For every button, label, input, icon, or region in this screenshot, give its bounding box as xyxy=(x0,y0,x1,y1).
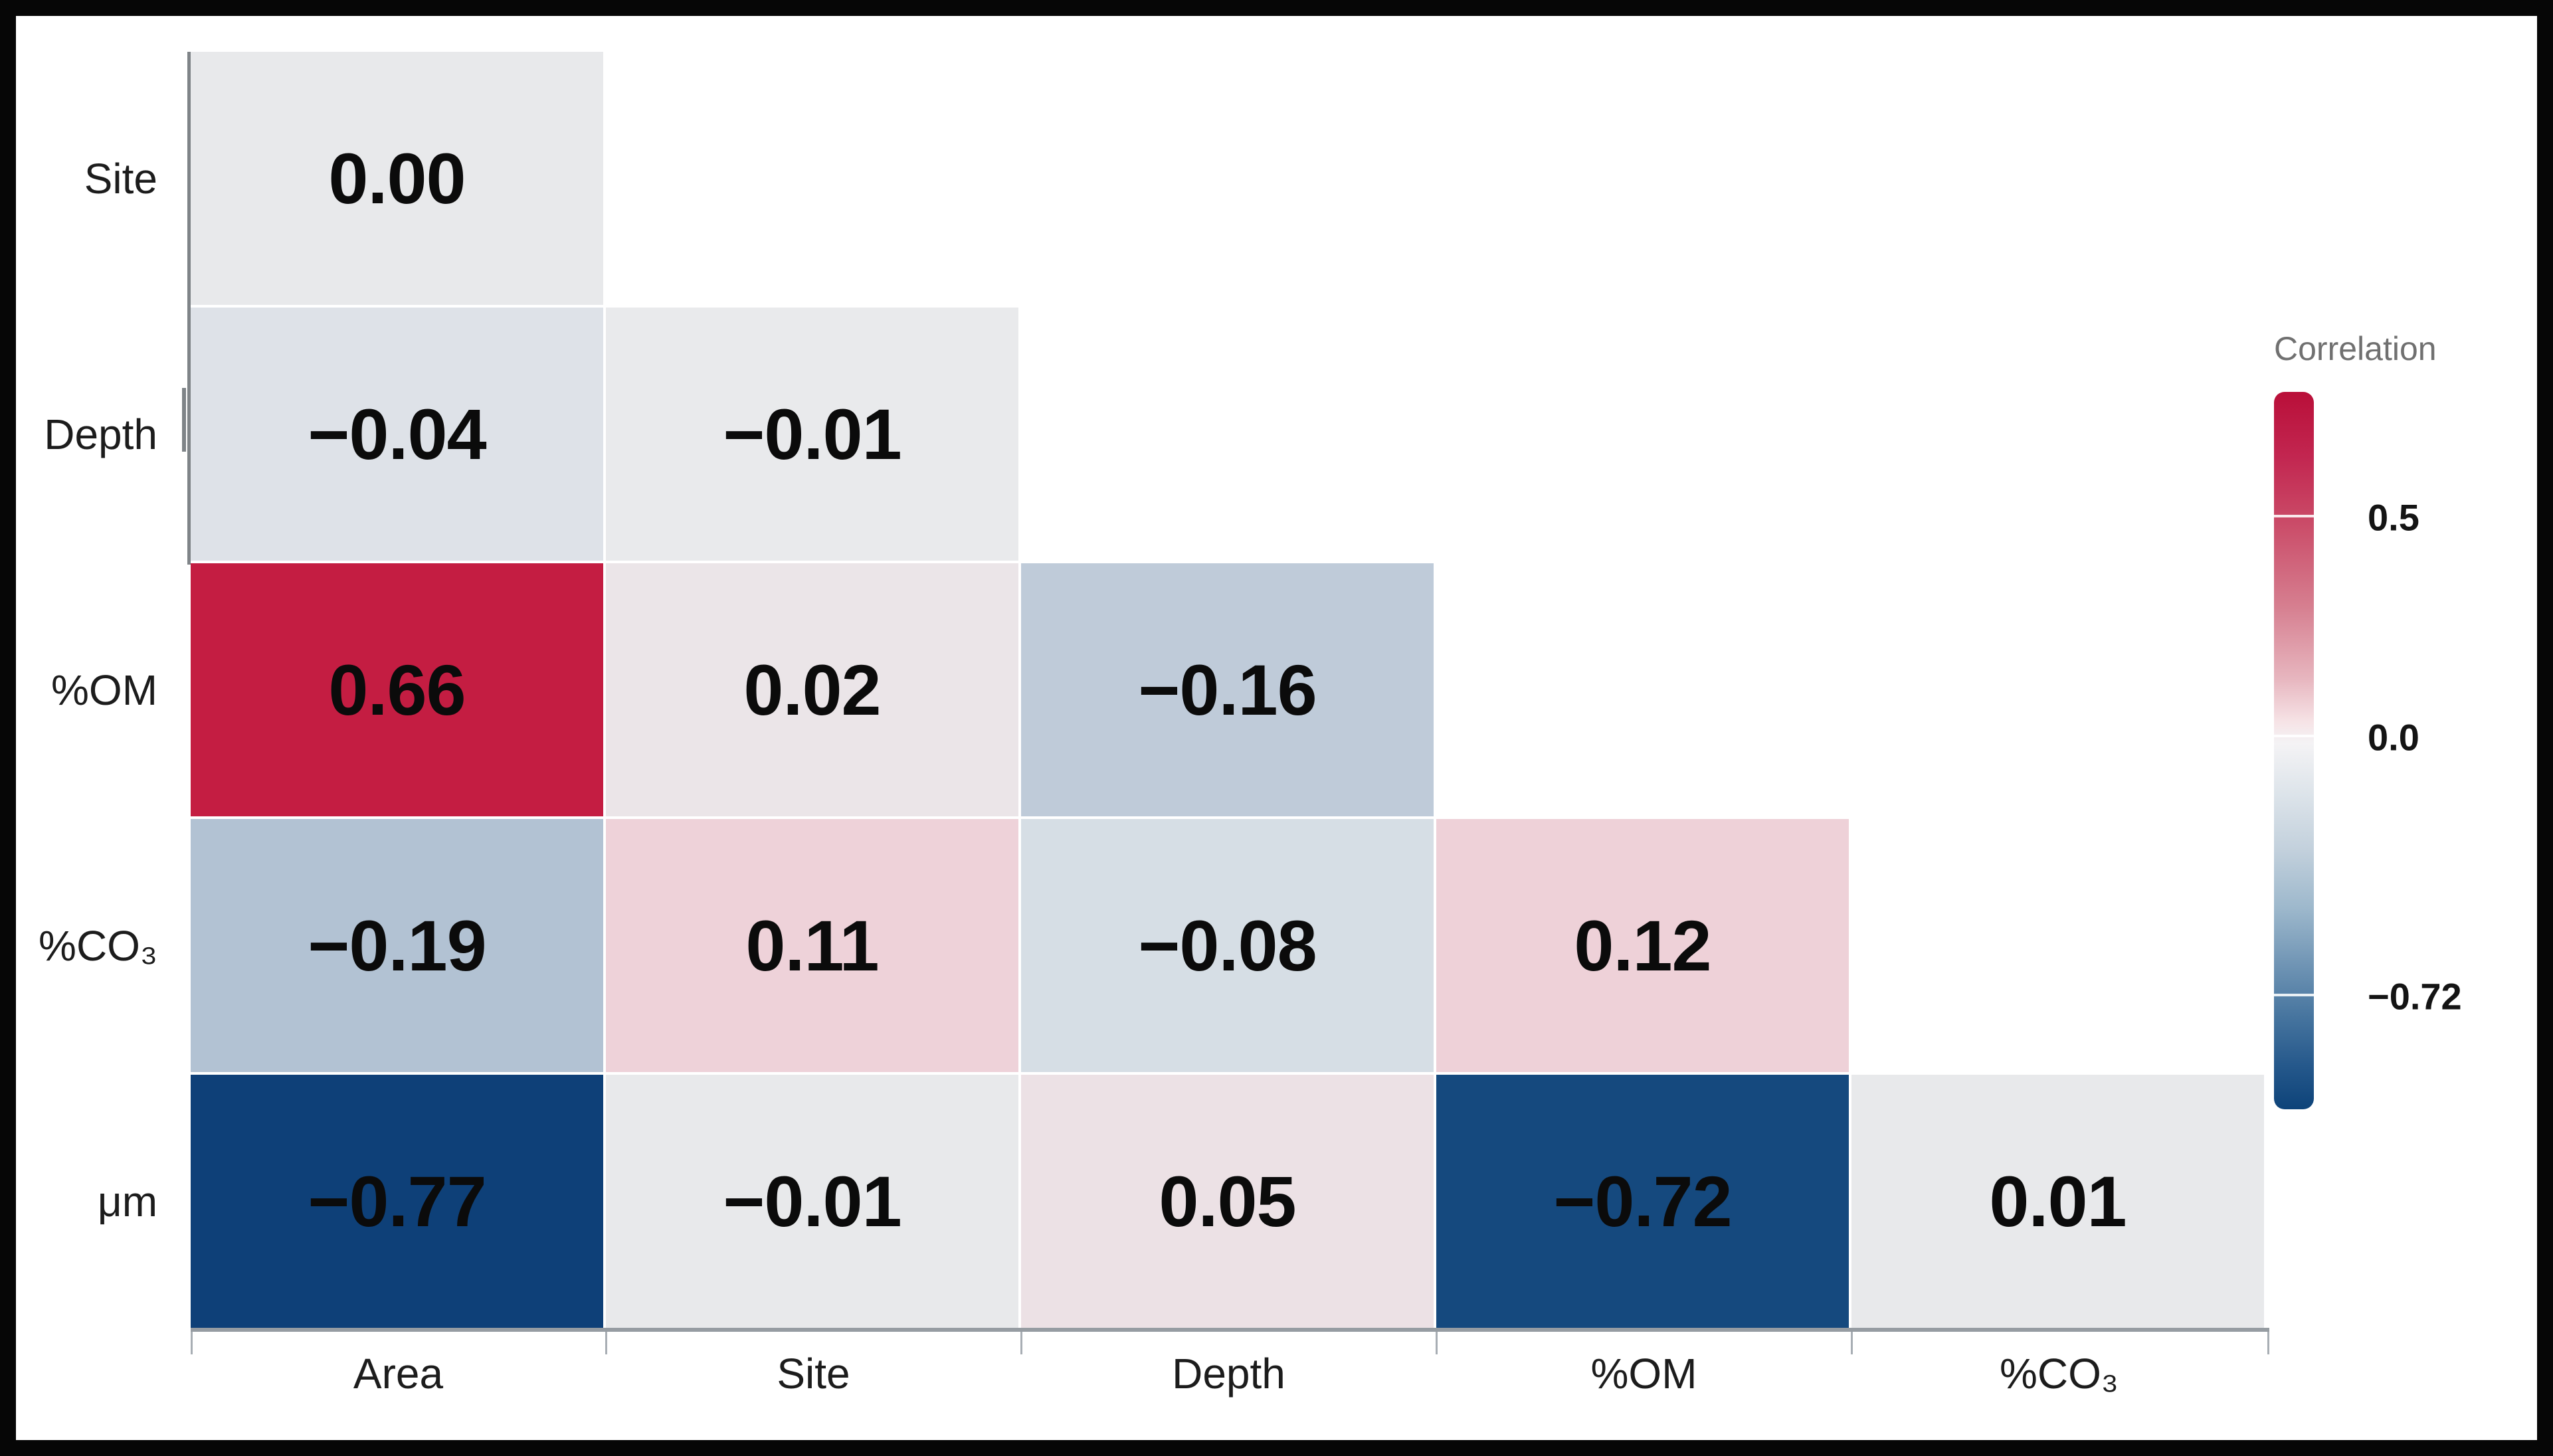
x-axis-line xyxy=(191,1328,2269,1332)
heatmap-cell-um-om: −0.72 xyxy=(1436,1075,1849,1328)
colorbar-title: Correlation xyxy=(2274,330,2437,367)
heatmap-cell-co3-site: 0.11 xyxy=(606,819,1018,1072)
heatmap-cell-um-depth: 0.05 xyxy=(1021,1075,1434,1328)
colorbar-tick-label-00: 0.0 xyxy=(2368,716,2419,759)
heatmap-cell-co3-om: 0.12 xyxy=(1436,819,1849,1072)
heatmap-cell-co3-area: −0.19 xyxy=(191,819,603,1072)
heatmap-cell-um-co3: 0.01 xyxy=(1851,1075,2264,1328)
x-axis-tick xyxy=(2267,1332,2269,1354)
x-axis-tick xyxy=(605,1332,607,1354)
x-axis-tick xyxy=(191,1332,193,1354)
heatmap-cell-um-area: −0.77 xyxy=(191,1075,603,1328)
col-label-co3: %CO₃ xyxy=(2000,1350,2119,1398)
heatmap-cell-co3-depth: −0.08 xyxy=(1021,819,1434,1072)
heatmap-grid: 0.00 −0.04 −0.01 0.66 0.02 −0.16 −0.19 0… xyxy=(191,52,2264,1328)
y-axis-line xyxy=(187,52,191,565)
heatmap-cell-site-area: 0.00 xyxy=(191,52,603,305)
heatmap-cell-om-depth: −0.16 xyxy=(1021,563,1434,816)
colorbar-tick-label-n072: −0.72 xyxy=(2368,975,2462,1018)
row-label-om: %OM xyxy=(51,666,157,714)
x-axis-tick xyxy=(1436,1332,1438,1354)
row-label-co3: %CO₃ xyxy=(39,922,157,970)
row-label-depth: Depth xyxy=(44,410,157,458)
heatmap-cell-um-site: −0.01 xyxy=(606,1075,1018,1328)
heatmap-cell-om-area: 0.66 xyxy=(191,563,603,816)
row-label-um: μm xyxy=(97,1178,157,1226)
col-label-om: %OM xyxy=(1590,1350,1697,1398)
colorbar-tick-line xyxy=(2274,994,2314,996)
colorbar-tick-line xyxy=(2274,735,2314,737)
col-label-site: Site xyxy=(777,1350,850,1398)
col-label-area: Area xyxy=(353,1350,444,1398)
x-axis-tick xyxy=(1851,1332,1853,1354)
heatmap-cell-depth-area: −0.04 xyxy=(191,308,603,561)
heatmap-cell-om-site: 0.02 xyxy=(606,563,1018,816)
colorbar-gradient xyxy=(2274,392,2314,1109)
row-label-site: Site xyxy=(84,155,157,203)
heatmap-cell-depth-site: −0.01 xyxy=(606,308,1018,561)
x-axis-tick xyxy=(1020,1332,1022,1354)
colorbar-tick-label-05: 0.5 xyxy=(2368,496,2419,539)
colorbar-tick-line xyxy=(2274,515,2314,517)
y-axis-tick xyxy=(182,388,186,452)
col-label-depth: Depth xyxy=(1172,1350,1285,1398)
